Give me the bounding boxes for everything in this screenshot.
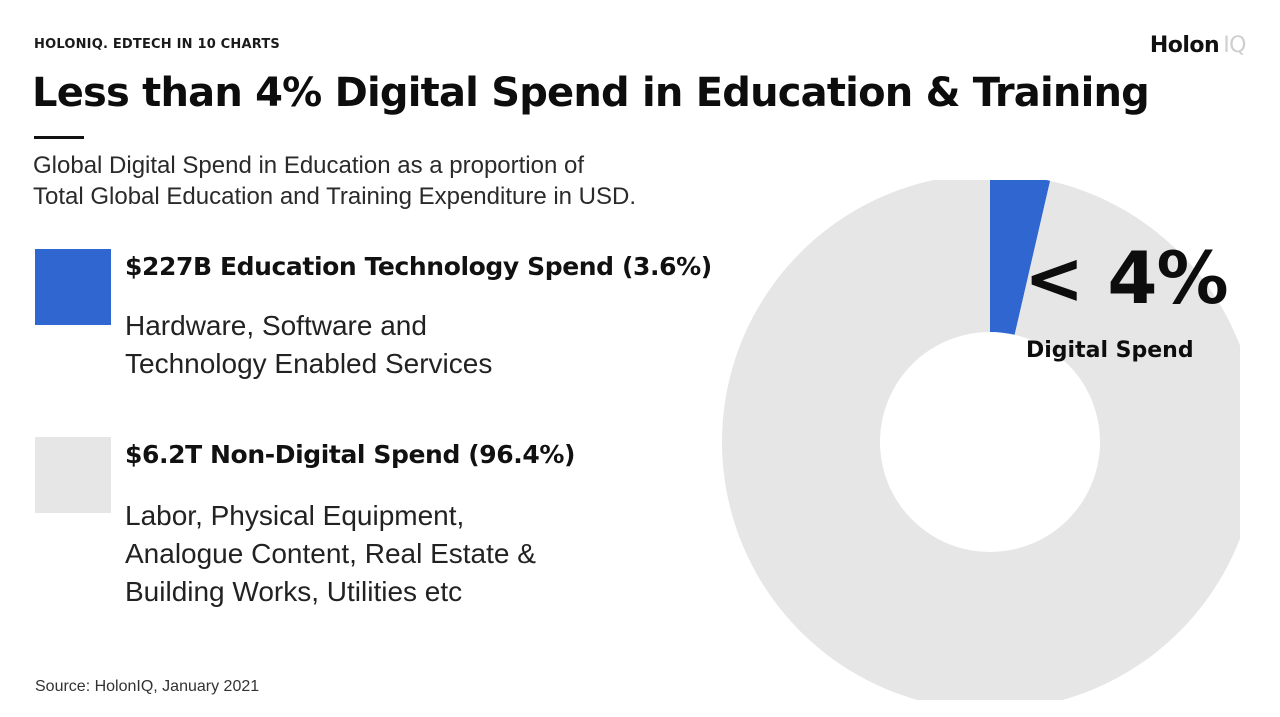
page-title: Less than 4% Digital Spend in Education … xyxy=(32,70,1150,116)
donut-slice-nondigital xyxy=(722,180,1240,700)
donut-chart xyxy=(722,180,1240,700)
holoniq-logo: Holon IQ xyxy=(1149,33,1247,58)
chart-subtitle: Global Digital Spend in Education as a p… xyxy=(33,150,753,212)
legend-swatch-nondigital xyxy=(35,437,111,513)
legend-desc-nondigital-line-3: Building Works, Utilities etc xyxy=(125,576,463,607)
callout-value: < 4% xyxy=(1024,236,1229,320)
legend-desc-digital: Hardware, Software and Technology Enable… xyxy=(125,307,492,383)
legend-desc-digital-line-2: Technology Enabled Services xyxy=(125,348,493,379)
legend-desc-nondigital-line-2: Analogue Content, Real Estate & xyxy=(125,538,536,569)
legend-heading-nondigital: $6.2T Non-Digital Spend (96.4%) xyxy=(125,440,576,469)
report-kicker: HOLONIQ. EDTECH IN 10 CHARTS xyxy=(34,37,280,52)
legend-desc-nondigital: Labor, Physical Equipment, Analogue Cont… xyxy=(125,497,536,611)
legend-desc-digital-line-1: Hardware, Software and xyxy=(125,310,427,341)
legend-heading-digital: $227B Education Technology Spend (3.6%) xyxy=(125,252,712,281)
subtitle-line-2: Total Global Education and Training Expe… xyxy=(33,183,637,210)
callout-label: Digital Spend xyxy=(1026,338,1194,363)
logo-holon-text: Holon xyxy=(1149,33,1220,58)
logo-iq-text: IQ xyxy=(1223,33,1246,58)
donut-slice-digital xyxy=(990,180,1051,335)
legend-desc-nondigital-line-1: Labor, Physical Equipment, xyxy=(125,500,465,531)
source-note: Source: HolonIQ, January 2021 xyxy=(35,678,260,695)
legend-swatch-digital xyxy=(35,249,111,325)
title-underline xyxy=(34,136,84,139)
subtitle-line-1: Global Digital Spend in Education as a p… xyxy=(33,152,585,179)
